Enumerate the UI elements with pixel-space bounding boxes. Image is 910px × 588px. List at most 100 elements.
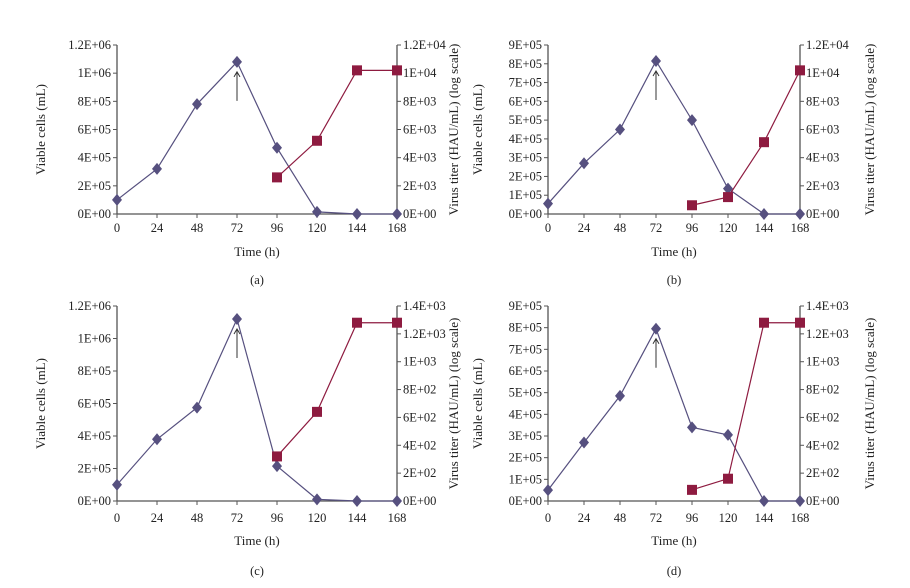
arrow-head-icon (233, 70, 241, 78)
x-tick-label: 120 (719, 221, 738, 235)
y2-tick-label: 1.2E+04 (403, 38, 447, 52)
y-tick-label: 6E+05 (78, 123, 111, 137)
x-tick-label: 72 (650, 221, 663, 235)
y-tick-label: 4E+05 (509, 407, 542, 421)
y-tick-label: 1E+06 (78, 66, 111, 80)
panel-caption: (c) (250, 564, 264, 578)
series-line-virus-titer (276, 322, 397, 457)
y2-axis-label: Virus titer (HAU/mL) (log scale) (862, 318, 877, 490)
panel-caption: (d) (667, 564, 682, 578)
y2-tick-label: 4E+03 (806, 151, 839, 165)
x-tick-label: 24 (151, 221, 164, 235)
x-tick-label: 120 (719, 511, 738, 525)
series-line-viable-cells (547, 327, 800, 502)
y-tick-label: 0E+00 (78, 207, 111, 221)
data-point-viable-cells (615, 389, 625, 402)
data-point-viable-cells (192, 401, 202, 414)
data-point-viable-cells (723, 428, 733, 441)
y2-tick-label: 6E+02 (403, 410, 436, 424)
y2-tick-label: 1E+04 (403, 66, 437, 80)
panel-d: 0E+00 1E+05 2E+05 3E+05 4E+05 5E+05 6E+05 7E+05… (470, 299, 877, 578)
y2-tick-label: 6E+02 (806, 410, 839, 424)
y2-tick-label: 0E+00 (806, 494, 839, 508)
data-point-viable-cells (651, 54, 661, 67)
series-line-viable-cells (116, 317, 397, 502)
x-tick-label: 168 (791, 511, 810, 525)
data-point-viable-cells (543, 197, 553, 210)
y-tick-label: 2E+05 (509, 169, 542, 183)
data-point-virus-titer (687, 484, 697, 495)
y2-tick-label: 1.2E+03 (403, 327, 446, 341)
y2-tick-label: 1E+03 (806, 355, 839, 369)
data-point-virus-titer (795, 317, 805, 328)
data-point-viable-cells (352, 208, 362, 220)
y2-tick-label: 2E+03 (806, 179, 839, 193)
x-tick-label: 144 (348, 221, 368, 235)
series-line-viable-cells (547, 59, 800, 215)
data-point-viable-cells (352, 495, 362, 507)
data-point-viable-cells (312, 205, 322, 218)
data-point-viable-cells (687, 421, 697, 434)
x-tick-label: 72 (650, 511, 663, 525)
x-tick-label: 0 (545, 511, 551, 525)
y-tick-label: 1E+05 (509, 472, 542, 486)
x-axis-label: Time (h) (234, 533, 279, 548)
data-point-virus-titer (723, 192, 733, 203)
data-point-viable-cells (392, 208, 402, 220)
y-tick-label: 6E+05 (509, 364, 542, 378)
y-tick-label: 8E+05 (509, 321, 542, 335)
data-point-virus-titer (352, 317, 362, 328)
y-tick-label: 7E+05 (509, 76, 542, 90)
x-tick-label: 96 (271, 511, 284, 525)
y2-axis-label: Virus titer (HAU/mL) (log scale) (862, 44, 877, 216)
x-tick-label: 48 (191, 221, 204, 235)
y2-tick-label: 1.2E+04 (806, 38, 850, 52)
panel-caption: (a) (250, 273, 264, 287)
data-point-viable-cells (152, 162, 162, 175)
y-tick-label: 1.2E+06 (68, 38, 111, 52)
data-point-virus-titer (312, 135, 322, 146)
y-tick-label: 1.2E+06 (68, 299, 111, 313)
y-axis-label: Viable cells (mL) (33, 84, 48, 175)
x-axis-label: Time (h) (651, 244, 696, 259)
y-tick-label: 5E+05 (509, 386, 542, 400)
y-tick-label: 3E+05 (509, 151, 542, 165)
data-point-viable-cells (272, 460, 282, 473)
x-tick-label: 120 (308, 511, 327, 525)
data-point-virus-titer (795, 65, 805, 76)
arrow-head-icon (652, 69, 660, 77)
y2-tick-label: 2E+02 (806, 466, 839, 480)
y-tick-label: 0E+00 (78, 494, 111, 508)
y-axis-label: Viable cells (mL) (33, 358, 48, 449)
series-line-virus-titer (276, 69, 397, 178)
y-tick-label: 8E+05 (509, 57, 542, 71)
panel-a: 0E+00 2E+05 4E+05 6E+05 8E+05 1E+06 1.2E+06 0E+… (33, 38, 461, 287)
data-point-virus-titer (352, 65, 362, 76)
data-point-viable-cells (112, 478, 122, 491)
y2-tick-label: 8E+02 (806, 383, 839, 397)
x-axis-label: Time (h) (234, 244, 279, 259)
y2-tick-label: 0E+00 (403, 494, 436, 508)
data-point-virus-titer (272, 172, 282, 183)
data-point-viable-cells (795, 495, 805, 507)
y2-tick-label: 4E+03 (403, 151, 436, 165)
y2-tick-label: 8E+03 (806, 94, 839, 108)
data-point-viable-cells (312, 493, 322, 506)
y-tick-label: 5E+05 (509, 113, 542, 127)
y2-axis-label: Virus titer (HAU/mL) (log scale) (446, 44, 461, 216)
y-tick-label: 8E+05 (78, 364, 111, 378)
x-tick-label: 168 (791, 221, 810, 235)
y-tick-label: 4E+05 (509, 132, 542, 146)
y2-tick-label: 8E+03 (403, 94, 436, 108)
x-tick-label: 0 (114, 511, 120, 525)
panel-c: 0E+00 2E+05 4E+05 6E+05 8E+05 1E+06 1.2E+06 0E+… (33, 299, 461, 578)
y2-axis-label: Virus titer (HAU/mL) (log scale) (446, 318, 461, 490)
data-point-viable-cells (543, 484, 553, 497)
y-tick-label: 7E+05 (509, 342, 542, 356)
series-line-virus-titer (691, 322, 800, 491)
data-point-viable-cells (392, 495, 402, 507)
data-point-viable-cells (615, 123, 625, 136)
y2-tick-label: 2E+03 (403, 179, 436, 193)
